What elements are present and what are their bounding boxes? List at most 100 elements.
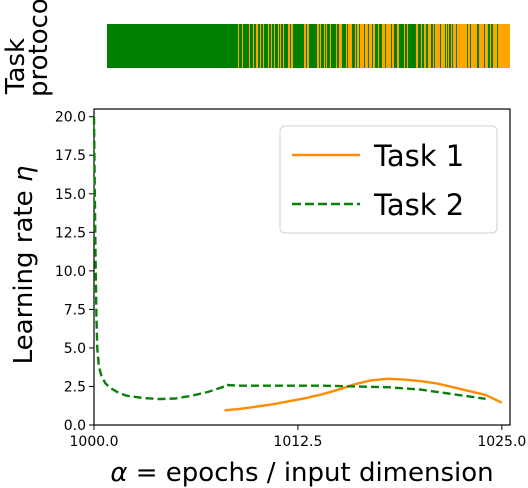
- strip-stripe-task-1-19: [304, 24, 307, 68]
- strip-stripe-task-1-92: [457, 24, 460, 68]
- strip-stripe-task-1-105: [472, 24, 475, 68]
- strip-stripe-task-1-109: [478, 24, 481, 68]
- strip-stripe-task-1-111: [480, 24, 483, 68]
- strip-stripe-task-1-7: [262, 24, 265, 68]
- strip-stripe-task-1-13: [282, 24, 285, 68]
- protocol-label-line-1: Task: [1, 38, 31, 95]
- strip-stripe-task-1-43: [362, 24, 365, 68]
- strip-stripe-task-1-67: [415, 24, 418, 68]
- strip-stripe-task-1-86: [447, 24, 450, 68]
- strip-stripe-task-1-26: [325, 24, 328, 68]
- strip-stripe-task-1-6: [259, 24, 262, 68]
- strip-stripe-task-1-110: [479, 24, 482, 68]
- strip-stripe-task-1-103: [470, 24, 473, 68]
- strip-stripe-task-1-106: [473, 24, 476, 68]
- strip-stripe-task-1-32: [345, 24, 348, 68]
- strip-stripe-task-1-117: [489, 24, 492, 68]
- strip-stripe-task-1-0: [237, 24, 240, 68]
- strip-stripe-task-1-101: [467, 24, 470, 68]
- strip-stripe-task-1-9: [270, 24, 273, 68]
- strip-stripe-task-1-68: [416, 24, 419, 68]
- strip-stripe-task-1-120: [494, 24, 497, 68]
- strip-stripe-task-1-55: [383, 24, 386, 68]
- strip-stripe-task-1-42: [361, 24, 364, 68]
- strip-stripe-task-1-38: [356, 24, 359, 68]
- strip-stripe-task-1-88: [452, 24, 455, 68]
- strip-stripe-task-1-121: [495, 24, 498, 68]
- strip-stripe-task-1-91: [456, 24, 459, 68]
- strip-stripe-task-1-104: [471, 24, 474, 68]
- strip-stripe-task-1-21: [307, 24, 310, 68]
- strip-stripe-task-1-30: [339, 24, 342, 68]
- strip-stripe-task-1-66: [406, 24, 409, 68]
- strip-stripe-task-1-119: [493, 24, 496, 68]
- strip-stripe-task-1-108: [475, 24, 478, 68]
- strip-stripe-task-1-29: [338, 24, 341, 68]
- strip-stripe-task-1-17: [291, 24, 294, 68]
- y-tick-label-5: 12.5: [55, 225, 86, 241]
- strip-stripe-task-1-94: [459, 24, 462, 68]
- strip-stripe-task-1-25: [323, 24, 326, 68]
- strip-stripe-task-1-74: [429, 24, 432, 68]
- strip-stripe-task-1-33: [347, 24, 350, 68]
- strip-stripe-task-1-50: [372, 24, 375, 68]
- strip-stripe-task-1-60: [389, 24, 392, 68]
- strip-stripe-task-1-16: [290, 24, 293, 68]
- y-tick-label-8: 20.0: [55, 110, 86, 126]
- y-tick-label-7: 17.5: [55, 148, 86, 164]
- strip-stripe-task-1-87: [450, 24, 453, 68]
- strip-stripe-task-1-73: [428, 24, 431, 68]
- strip-stripe-task-1-35: [349, 24, 352, 68]
- series-line-task-2: [92, 116, 486, 401]
- strip-stripe-task-1-113: [482, 24, 485, 68]
- strip-stripe-task-1-79: [437, 24, 440, 68]
- y-tick-label-6: 15.0: [55, 187, 86, 203]
- strip-stripe-task-1-1: [241, 24, 244, 68]
- strip-stripe-task-1-118: [492, 24, 495, 68]
- y-tick-label-3: 7.5: [64, 302, 86, 318]
- strip-stripe-task-1-89: [453, 24, 456, 68]
- strip-tail-task-1: [498, 24, 510, 68]
- strip-stripe-task-1-51: [373, 24, 376, 68]
- strip-stripe-task-1-61: [391, 24, 394, 68]
- strip-stripe-task-1-44: [364, 24, 367, 68]
- strip-stripe-task-1-82: [441, 24, 444, 68]
- legend-label-task-2: Task 2: [373, 188, 464, 222]
- strip-stripe-task-1-31: [340, 24, 343, 68]
- strip-stripe-task-1-69: [420, 24, 423, 68]
- y-tick-label-4: 10.0: [55, 264, 86, 280]
- strip-stripe-task-1-64: [397, 24, 400, 68]
- strip-stripe-task-1-80: [438, 24, 441, 68]
- legend: Task 1 Task 2: [279, 125, 498, 234]
- strip-stripe-task-1-59: [388, 24, 391, 68]
- strip-stripe-task-1-99: [464, 24, 467, 68]
- strip-stripe-task-1-2: [248, 24, 251, 68]
- x-tick-label-1: 1012.5: [273, 434, 322, 450]
- strip-stripe-task-1-54: [382, 24, 385, 68]
- strip-stripe-task-1-45: [365, 24, 368, 68]
- strip-stripe-task-1-76: [434, 24, 437, 68]
- x-axis-symbol: α: [110, 458, 127, 488]
- strip-stripe-task-1-5: [256, 24, 259, 68]
- y-tick-label-2: 5.0: [64, 341, 86, 357]
- y-tick-label-1: 2.5: [64, 379, 86, 395]
- strip-stripe-task-1-10: [273, 24, 276, 68]
- strip-stripe-task-1-4: [255, 24, 258, 68]
- strip-stripe-task-1-23: [317, 24, 320, 68]
- strip-stripe-task-1-96: [461, 24, 464, 68]
- strip-stripe-task-1-70: [423, 24, 426, 68]
- strip-stripe-task-1-20: [306, 24, 309, 68]
- strip-stripe-task-1-72: [427, 24, 430, 68]
- strip-stripe-task-1-115: [485, 24, 488, 68]
- strip-stripe-task-1-112: [481, 24, 484, 68]
- strip-stripe-task-1-102: [468, 24, 471, 68]
- y-axis-text: Learning rate: [9, 182, 39, 364]
- x-ticks: 1000.0 1012.5 1025.0: [70, 425, 526, 450]
- strip-stripe-task-1-46: [366, 24, 369, 68]
- strip-stripe-task-1-36: [350, 24, 353, 68]
- strip-stripe-task-1-41: [360, 24, 363, 68]
- strip-stripe-task-1-39: [357, 24, 360, 68]
- y-axis-symbol: η: [9, 166, 39, 182]
- strip-stripe-task-1-81: [440, 24, 443, 68]
